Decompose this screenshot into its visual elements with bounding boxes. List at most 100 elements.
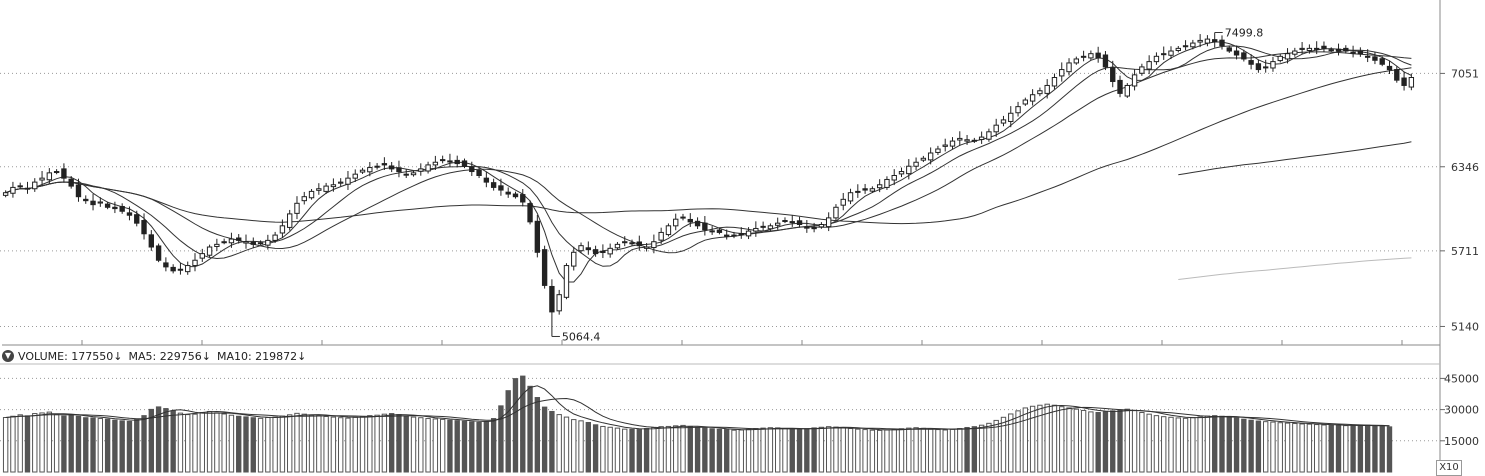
candle-body — [32, 181, 38, 190]
volume-bar — [1350, 425, 1356, 473]
volume-bar — [622, 428, 628, 473]
price-grid — [0, 0, 1441, 475]
candle-body — [1139, 66, 1145, 74]
volume-bar — [884, 429, 890, 473]
candle-body — [476, 169, 482, 177]
volume-bar — [512, 378, 519, 473]
volume-bar — [1161, 416, 1167, 473]
volume-bar — [767, 427, 774, 473]
volume-bar — [505, 390, 511, 473]
volume-bar — [1372, 425, 1378, 473]
candle-body — [986, 131, 992, 140]
candle-body — [126, 212, 133, 216]
candle-body — [876, 184, 883, 189]
candle-body — [884, 178, 890, 188]
candle-body — [155, 245, 162, 261]
candle-body — [90, 200, 96, 206]
volume-bar — [214, 412, 220, 473]
candle-body — [410, 172, 417, 176]
candle-body — [1394, 69, 1400, 81]
volume-bar — [1124, 408, 1130, 473]
volume-bar — [724, 429, 730, 473]
candle-body — [1153, 55, 1160, 63]
volume-bar — [1080, 409, 1087, 473]
candle-body — [869, 188, 876, 192]
volume-bar — [199, 412, 205, 473]
candle-body — [782, 220, 788, 223]
volume-bar — [32, 413, 38, 473]
candle-body — [1008, 112, 1014, 122]
volume-bar — [476, 421, 482, 473]
volume-bar — [1102, 411, 1109, 473]
volume-bar — [1299, 423, 1305, 473]
down-arrow-icon: ↓ — [113, 349, 123, 363]
volume-bar — [1037, 404, 1043, 473]
volume-bar — [68, 414, 74, 473]
candle-body — [425, 164, 431, 172]
price-tick-label: 6346 — [1451, 161, 1479, 174]
volume-bar — [1139, 412, 1145, 473]
volume-bar — [39, 412, 45, 473]
candle-body — [24, 187, 31, 190]
volume-bar — [1306, 423, 1313, 473]
price-tick-label: 5711 — [1451, 245, 1479, 258]
volume-bar — [818, 426, 825, 473]
volume-bar — [541, 406, 548, 473]
volume-bar — [1343, 425, 1349, 473]
volume-bar — [1270, 421, 1276, 473]
volume-ma-line-10 — [5, 397, 1390, 430]
candle-body — [811, 227, 817, 230]
candle-body — [1175, 47, 1181, 51]
candle-body — [520, 194, 526, 203]
candle-body — [432, 161, 439, 166]
volume-bar — [891, 428, 897, 473]
volume-bar — [636, 429, 642, 473]
volume-bar — [847, 428, 854, 473]
candle-body — [731, 234, 737, 237]
volume-bar — [432, 418, 439, 473]
volume-bar — [673, 425, 679, 473]
candle-body — [898, 171, 905, 175]
candle-body — [643, 246, 650, 249]
volume-bar — [337, 417, 344, 473]
candle-body — [1095, 52, 1101, 59]
volume-bar — [461, 420, 468, 473]
candle-body — [964, 139, 970, 142]
volume-bar — [745, 428, 752, 473]
volume-bar — [862, 429, 868, 473]
candle-body — [673, 218, 679, 227]
candle-body — [272, 234, 278, 241]
candle-body — [1263, 66, 1269, 69]
candle-body — [600, 251, 606, 254]
candle-body — [1073, 58, 1080, 64]
candle-body — [913, 161, 919, 167]
candle-body — [1343, 47, 1349, 52]
volume-bar — [927, 428, 934, 473]
chevron-down-icon[interactable]: ▼ — [2, 350, 14, 362]
volume-bar — [1153, 415, 1160, 473]
candle-body — [935, 148, 941, 153]
candle-body — [287, 213, 293, 228]
volume-bar — [53, 414, 60, 473]
volume-bar — [345, 417, 351, 473]
candle-body — [236, 237, 242, 241]
volume-bar — [600, 425, 606, 473]
volume-bar — [425, 418, 431, 473]
candle-body — [163, 262, 169, 268]
candle-body — [2, 192, 9, 196]
volume-scale-button[interactable]: X10 — [1436, 460, 1462, 476]
volume-bar — [119, 420, 125, 473]
candlestick-series — [2, 32, 1415, 337]
volume-bar — [1175, 417, 1181, 473]
volume-bar — [549, 410, 555, 473]
volume-bar — [716, 428, 723, 473]
candle-body — [1110, 67, 1116, 82]
volume-bar — [709, 428, 715, 473]
volume-bar — [236, 415, 242, 473]
volume-bar — [1182, 417, 1189, 473]
down-arrow-icon: ↓ — [297, 349, 307, 363]
volume-bar — [410, 416, 417, 473]
volume-bar — [833, 426, 839, 473]
volume-ma-line-5 — [5, 385, 1390, 431]
